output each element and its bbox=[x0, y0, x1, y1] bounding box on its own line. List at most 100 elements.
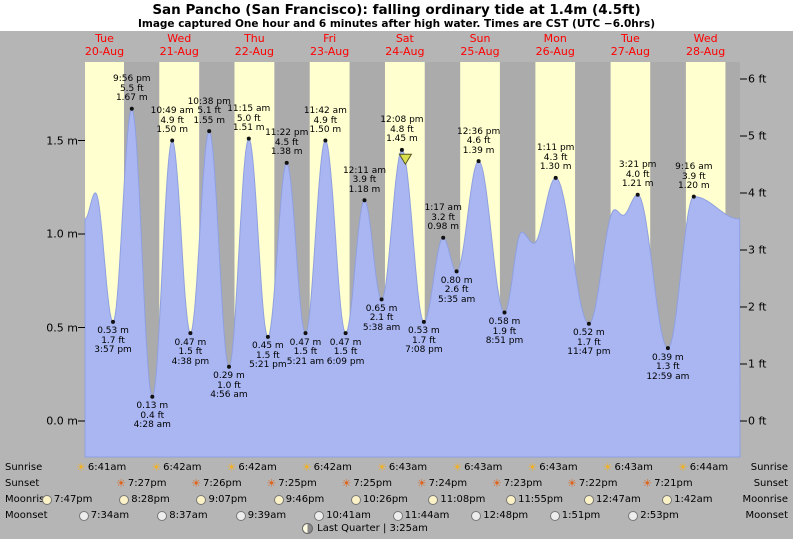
annotation-line: 3.2 ft bbox=[431, 212, 456, 223]
day-date: 27-Aug bbox=[610, 44, 651, 58]
sunrise-sun-icon: ☀ bbox=[452, 461, 463, 474]
sunset-time: 7:25pm bbox=[278, 478, 317, 489]
sunrise-entry: ☀ 6:43am bbox=[603, 462, 653, 473]
annotation-line: 9:16 am bbox=[675, 162, 713, 173]
sunrise-time: 6:42am bbox=[238, 462, 277, 473]
tide-annotation: 0.39 m 1.3 ft 12:59 am bbox=[646, 352, 689, 383]
annotation-line: 1.30 m bbox=[539, 162, 572, 173]
annotation-line: 0.29 m bbox=[213, 371, 245, 382]
day-weekday: Fri bbox=[323, 32, 337, 45]
sunset-time: 7:25pm bbox=[353, 478, 392, 489]
moonset-time: 1:51pm bbox=[561, 510, 601, 521]
sunset-entry: ☀ 7:25pm bbox=[266, 478, 316, 489]
moonrise-time: 7:47pm bbox=[53, 494, 93, 505]
y-axis-label-ft: 4 ft bbox=[748, 186, 767, 200]
y-axis-label-m: 0.5 m bbox=[46, 321, 78, 334]
moonrise-time: 10:26pm bbox=[363, 494, 408, 505]
annotation-line: 1:17 am bbox=[424, 203, 462, 214]
moon-icon bbox=[392, 510, 403, 521]
sunset-time: 7:27pm bbox=[127, 478, 167, 489]
sunrise-entry: ☀ 6:42am bbox=[302, 462, 352, 473]
tide-annotation: 10:38 pm 5.1 ft 1.55 m bbox=[188, 97, 231, 127]
annotation-line: 0.53 m bbox=[408, 326, 440, 337]
annotation-line: 5.1 ft bbox=[197, 106, 222, 117]
moon-icon bbox=[196, 494, 207, 505]
annotation-line: 1.38 m bbox=[270, 147, 303, 158]
annotation-line: 12:08 pm bbox=[380, 115, 424, 126]
annotation-line: 3:57 pm bbox=[94, 345, 132, 356]
moonset-entry: 1:51pm bbox=[549, 510, 601, 521]
tide-extreme-dot bbox=[362, 198, 367, 203]
tide-extreme-dot bbox=[441, 235, 446, 240]
tide-annotation: 12:08 pm 4.8 ft 1.45 m bbox=[380, 116, 423, 145]
moonrise-time: 12:47am bbox=[596, 494, 641, 505]
annotation-line: 5:35 am bbox=[437, 294, 476, 305]
day-date: 20-Aug bbox=[84, 44, 125, 58]
day-weekday: Tue bbox=[95, 32, 114, 45]
annotation-line: 0.47 m bbox=[174, 337, 207, 348]
sunrise-row-label: Sunrise bbox=[5, 462, 43, 473]
y-axis-label-ft: 5 ft bbox=[748, 129, 767, 143]
annotation-line: 4:56 am bbox=[210, 390, 248, 401]
day-label: Sat 24-Aug bbox=[385, 32, 424, 58]
moon-phase-text: Last Quarter | 3:25am bbox=[317, 523, 428, 534]
tide-extreme-dot bbox=[379, 297, 384, 302]
annotation-line: 11:42 am bbox=[303, 106, 347, 116]
sunset-sun-icon: ☀ bbox=[642, 477, 653, 490]
day-date: 22-Aug bbox=[234, 44, 275, 58]
annotation-line: 5.5 ft bbox=[119, 83, 144, 94]
tide-annotation: 0.29 m 1.0 ft 4:56 am bbox=[210, 372, 247, 401]
astro-row-sunrise: Sunrise Sunrise ☀ 6:41am ☀ 6:42am ☀ 6:42am ☀ 6:42… bbox=[0, 461, 793, 477]
astro-row-moonrise: Moonrise Moonrise 7:47pm 8:28pm 9:07pm 9:46pm… bbox=[0, 493, 793, 509]
day-weekday: Sat bbox=[395, 32, 414, 45]
annotation-line: 4.8 ft bbox=[390, 124, 414, 135]
annotation-line: 0.39 m bbox=[652, 352, 684, 363]
sunset-sun-icon: ☀ bbox=[191, 477, 202, 490]
sunrise-entry: ☀ 6:44am bbox=[678, 462, 728, 473]
tide-annotation: 0.58 m 1.9 ft 8:51 pm bbox=[486, 318, 524, 347]
moonset-entry: 8:37am bbox=[157, 510, 208, 521]
tide-annotation: 10:49 am 4.9 ft 1.50 m bbox=[151, 106, 194, 136]
annotation-line: 0.58 m bbox=[488, 317, 521, 328]
annotation-line: 2.1 ft bbox=[369, 313, 394, 324]
day-date: 26-Aug bbox=[535, 44, 575, 58]
moonset-time: 11:44am bbox=[404, 510, 450, 521]
tide-annotation: 0.47 m 1.5 ft 6:09 pm bbox=[327, 337, 365, 368]
moonrise-entry: 11:55pm bbox=[506, 494, 563, 505]
day-weekday: Wed bbox=[693, 32, 718, 45]
tide-extreme-dot bbox=[586, 321, 591, 326]
moonset-entry: 12:48pm bbox=[471, 510, 528, 521]
day-label: Tue 27-Aug bbox=[610, 32, 651, 58]
annotation-line: 0.80 m bbox=[440, 275, 473, 286]
annotation-line: 9:56 pm bbox=[113, 74, 151, 85]
sunrise-time: 6:43am bbox=[614, 462, 653, 473]
y-axis-label-ft: 2 ft bbox=[748, 300, 767, 314]
annotation-line: 0.98 m bbox=[427, 222, 459, 233]
tide-annotation: 0.80 m 2.6 ft 5:35 am bbox=[437, 275, 476, 306]
sunrise-entry: ☀ 6:43am bbox=[527, 462, 577, 473]
tide-extreme-dot bbox=[246, 136, 251, 141]
annotation-line: 1:11 pm bbox=[536, 143, 575, 154]
sunrise-sun-icon: ☀ bbox=[376, 461, 387, 474]
sunset-row-label: Sunset bbox=[753, 478, 788, 489]
sunset-sun-icon: ☀ bbox=[266, 477, 277, 490]
annotation-line: 1.55 m bbox=[193, 115, 226, 126]
day-label: Sun 25-Aug bbox=[460, 32, 499, 58]
tide-extreme-dot bbox=[111, 319, 115, 324]
moon-icon bbox=[428, 494, 439, 505]
tide-extreme-dot bbox=[207, 129, 212, 134]
current-tide-marker bbox=[398, 153, 413, 166]
annotation-line: 2.6 ft bbox=[444, 285, 469, 296]
tide-annotation: 0.47 m 1.5 ft 4:38 pm bbox=[172, 337, 210, 368]
tide-extreme-dot bbox=[170, 138, 175, 143]
y-axis-label-m: 0.0 m bbox=[46, 414, 78, 428]
sunrise-sun-icon: ☀ bbox=[677, 461, 688, 474]
sunrise-entry: ☀ 6:42am bbox=[151, 462, 201, 473]
moon-icon bbox=[41, 494, 52, 505]
annotation-line: 0.47 m bbox=[329, 337, 362, 348]
tide-extreme-dot bbox=[635, 192, 640, 197]
moon-icon bbox=[506, 494, 517, 505]
sunrise-time: 6:44am bbox=[689, 462, 729, 473]
